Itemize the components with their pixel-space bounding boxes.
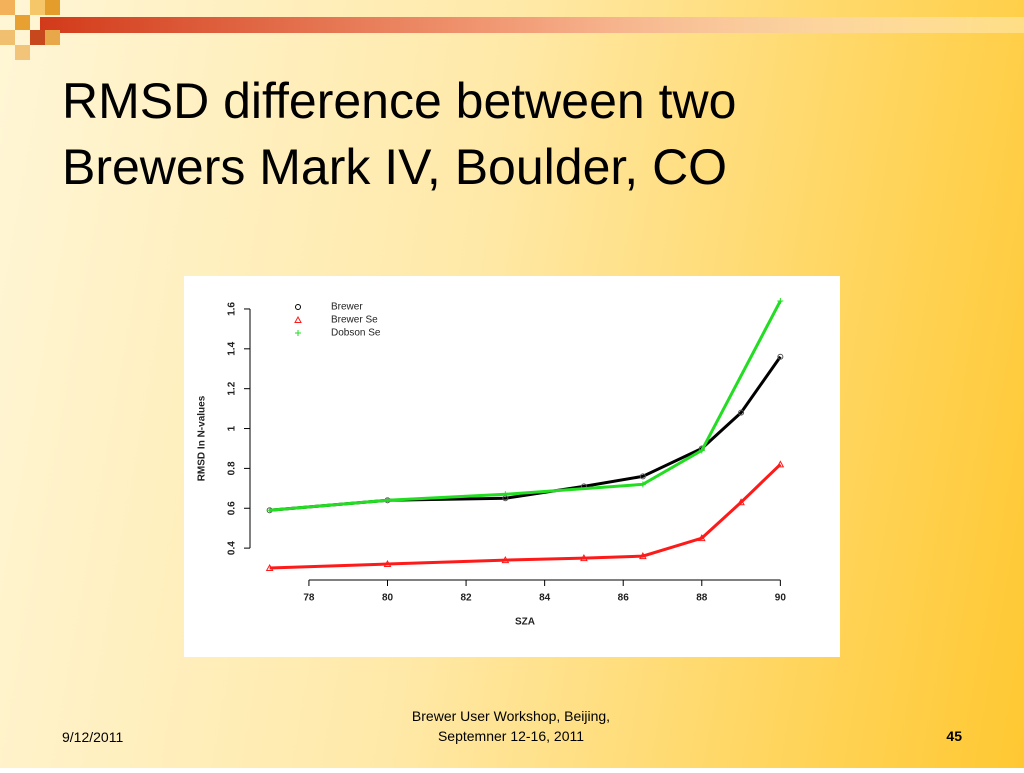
point [383, 560, 392, 568]
point [266, 507, 273, 514]
point [580, 554, 588, 562]
slide-title: RMSD difference between two [62, 73, 736, 129]
x-tick-label: 84 [539, 593, 551, 604]
y-axis-label: RMSD In N-values [197, 395, 208, 481]
point [639, 481, 646, 488]
point [265, 563, 274, 572]
legend-symbol [295, 330, 301, 336]
point [776, 460, 785, 468]
chart-image [184, 276, 840, 657]
x-axis-label: SZA [515, 617, 535, 628]
y-tick-label: 0.6 [227, 501, 238, 515]
series-line [269, 300, 782, 512]
x-tick-label: 78 [303, 593, 315, 604]
point [738, 409, 745, 416]
legend-label: Brewer Se [331, 315, 378, 326]
y-tick-label: 1 [227, 425, 238, 431]
page-number: 45 [946, 728, 962, 744]
y-tick-label: 0.8 [227, 461, 238, 475]
point [777, 353, 784, 360]
y-tick-label: 1.6 [227, 302, 238, 316]
x-tick-label: 80 [382, 593, 394, 604]
point [501, 556, 510, 564]
point [639, 552, 647, 560]
point [698, 447, 705, 454]
x-tick-label: 86 [618, 593, 630, 604]
legend-label: Dobson Se [331, 328, 381, 339]
footer-center: Septemner 12-16, 2011 [438, 728, 584, 744]
legend-symbol [295, 304, 301, 310]
top-bar [40, 17, 1024, 33]
legend-symbol [294, 315, 302, 323]
footer-date: 9/12/2011 [62, 729, 123, 745]
series-line [269, 463, 782, 570]
y-tick-label: 1.2 [227, 381, 238, 395]
x-tick-label: 82 [461, 593, 473, 604]
y-tick-label: 0.4 [227, 541, 238, 555]
point [639, 473, 646, 480]
point [502, 491, 509, 498]
x-tick-label: 90 [775, 593, 787, 604]
corner-squares [0, 0, 60, 60]
footer-center: Brewer User Workshop, Beijing, [412, 708, 610, 724]
legend-label: Brewer [331, 302, 363, 313]
x-tick-label: 88 [696, 593, 708, 604]
point [777, 297, 784, 304]
point [697, 534, 706, 542]
y-tick-label: 1.4 [227, 341, 238, 355]
point [384, 497, 391, 504]
point [737, 498, 745, 506]
slide-title: Brewers Mark IV, Boulder, CO [62, 139, 727, 195]
